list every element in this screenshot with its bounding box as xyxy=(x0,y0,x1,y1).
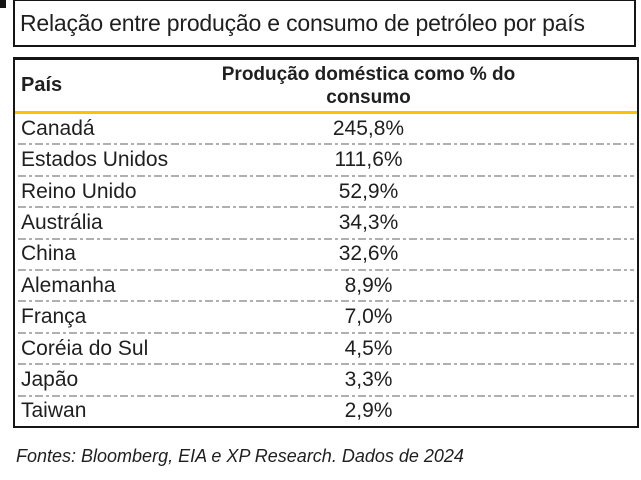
column-header-value: Produção doméstica como % do consumo xyxy=(221,63,516,108)
row-separator xyxy=(18,143,634,146)
country-cell: China xyxy=(21,242,76,266)
row-separator xyxy=(18,269,634,272)
cropped-border-fragment xyxy=(0,0,6,8)
country-cell: Japão xyxy=(21,367,79,391)
country-cell: Alemanha xyxy=(21,273,116,297)
production-consumption-table: País Produção doméstica como % do consum… xyxy=(13,57,639,428)
table-row: França 7,0% xyxy=(15,302,637,331)
row-separator xyxy=(18,174,634,177)
country-cell: França xyxy=(21,305,87,329)
row-separator xyxy=(18,363,634,366)
country-cell: Coréia do Sul xyxy=(21,336,149,360)
row-separator xyxy=(18,206,634,209)
value-cell: 2,9% xyxy=(344,399,393,423)
chart-title: Relação entre produção e consumo de petr… xyxy=(20,9,585,36)
table-row: Reino Unido 52,9% xyxy=(15,177,637,206)
table-row: China 32,6% xyxy=(15,240,637,269)
table-row: Japão 3,3% xyxy=(15,365,637,394)
row-separator xyxy=(18,331,634,334)
row-separator xyxy=(18,300,634,303)
value-cell: 8,9% xyxy=(344,273,393,297)
row-separator xyxy=(18,394,634,397)
country-cell: Estados Unidos xyxy=(21,148,169,172)
table-header-row: País Produção doméstica como % do consum… xyxy=(15,60,637,111)
value-cell: 7,0% xyxy=(344,305,393,329)
table-row: Taiwan 2,9% xyxy=(15,397,637,426)
table-row: Coréia do Sul 4,5% xyxy=(15,334,637,363)
value-cell: 111,6% xyxy=(334,148,403,172)
country-cell: Austrália xyxy=(21,210,103,234)
value-cell: 245,8% xyxy=(332,116,405,140)
table-row: Alemanha 8,9% xyxy=(15,271,637,300)
header-accent-rule xyxy=(15,111,637,114)
country-cell: Canadá xyxy=(21,116,95,140)
column-header-country: País xyxy=(21,74,63,96)
table-row: Austrália 34,3% xyxy=(15,208,637,237)
chart-title-box: Relação entre produção e consumo de petr… xyxy=(13,0,636,47)
value-cell: 4,5% xyxy=(344,336,393,360)
row-separator xyxy=(18,237,634,240)
source-note: Fontes: Bloomberg, EIA e XP Research. Da… xyxy=(16,446,464,466)
table-row: Canadá 245,8% xyxy=(15,114,637,143)
value-cell: 3,3% xyxy=(344,367,393,391)
table-row: Estados Unidos 111,6% xyxy=(15,145,637,174)
table-body: Canadá 245,8% Estados Unidos 111,6% Rein… xyxy=(15,114,637,426)
country-cell: Taiwan xyxy=(21,399,87,423)
country-cell: Reino Unido xyxy=(21,179,137,203)
value-cell: 32,6% xyxy=(338,242,399,266)
value-cell: 34,3% xyxy=(338,210,399,234)
column-header-value-cell: Produção doméstica como % do consumo xyxy=(100,60,637,111)
value-cell: 52,9% xyxy=(338,179,399,203)
